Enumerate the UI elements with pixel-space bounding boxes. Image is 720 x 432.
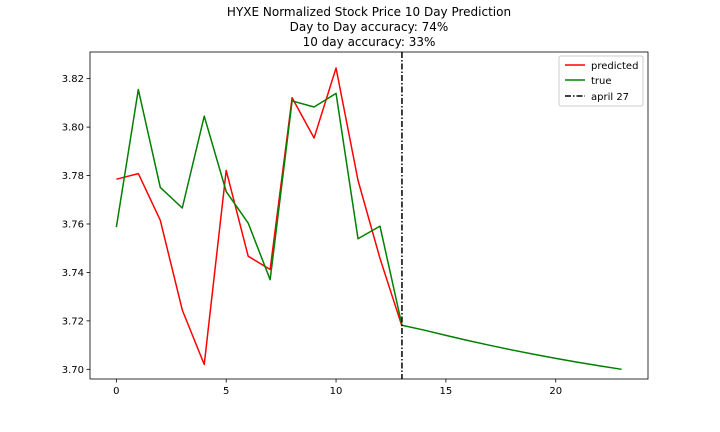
legend-label-true: true (591, 76, 612, 87)
chart-title: HYXE Normalized Stock Price 10 Day Predi… (227, 5, 511, 19)
x-tick-label: 15 (440, 386, 453, 397)
series-line-predicted (116, 67, 403, 366)
y-tick-label: 3.78 (62, 171, 84, 182)
legend-label-predicted: predicted (591, 61, 638, 72)
plot-frame (89, 51, 649, 380)
y-tick-label: 3.74 (62, 268, 84, 279)
y-tick-label: 3.76 (62, 219, 84, 230)
legend-box (558, 55, 644, 107)
y-tick-label: 3.82 (62, 74, 84, 85)
x-tick-label: 20 (549, 386, 562, 397)
y-tick-label: 3.80 (62, 123, 84, 134)
chart-subtitle-day-to-day: Day to Day accuracy: 74% (290, 20, 449, 34)
x-tick-label: 10 (330, 386, 343, 397)
series-line-true (115, 88, 622, 371)
series-layer (115, 52, 622, 379)
chart-subtitle-10-day: 10 day accuracy: 33% (303, 35, 436, 49)
legend: predicted true april 27 (558, 55, 644, 107)
y-tick-label: 3.70 (62, 365, 84, 376)
x-tick-label: 0 (113, 386, 119, 397)
legend-label-april-27: april 27 (591, 92, 629, 103)
axes-layer: 0 5 10 15 20 3.70 3.72 3.74 3.76 3.78 3.80 3.82 (62, 51, 649, 397)
y-tick-label: 3.72 (62, 316, 84, 327)
x-tick-label: 5 (223, 386, 229, 397)
